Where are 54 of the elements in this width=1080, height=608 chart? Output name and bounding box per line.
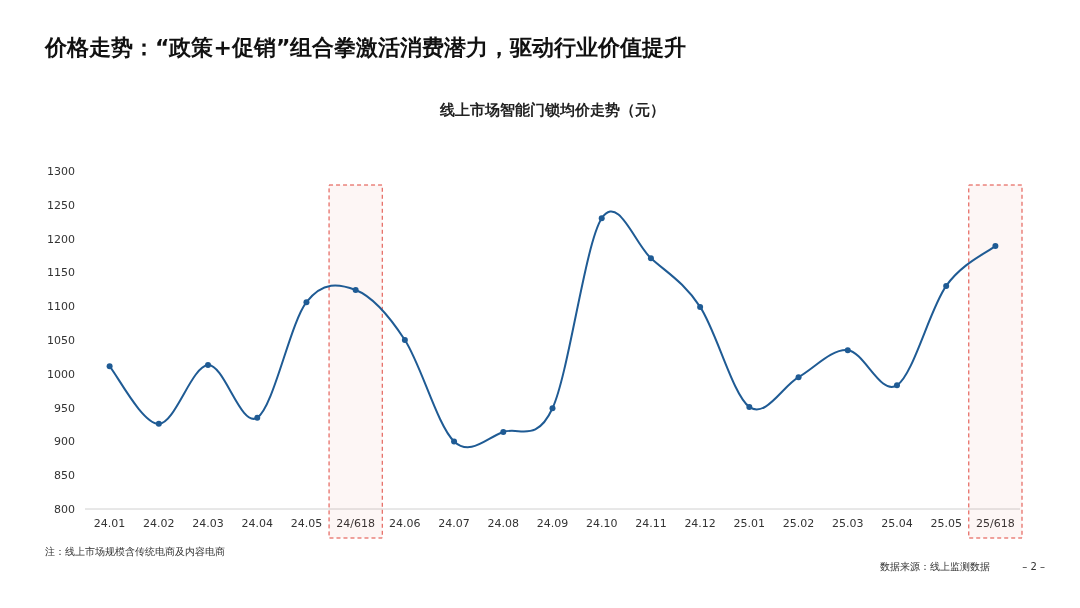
point: [500, 428, 507, 435]
x-tick-label: 24/618: [336, 517, 376, 530]
chart-subtitle: 线上市场智能门锁均价走势（元）: [439, 101, 665, 119]
x-tick-label: 25/618: [976, 517, 1015, 530]
x-tick-label: 25.05: [930, 517, 962, 530]
point: [106, 363, 113, 370]
x-tick-label: 25.04: [881, 517, 913, 530]
point: [893, 382, 900, 389]
source-note: 数据来源：线上监测数据: [880, 561, 990, 572]
y-tick-label: 1100: [47, 300, 75, 314]
x-tick-label: 24.04: [241, 517, 273, 530]
y-tick-label: 1150: [47, 266, 75, 280]
point: [943, 282, 950, 289]
x-tick-label: 24.07: [438, 517, 470, 530]
point: [598, 215, 605, 222]
y-tick-label: 1300: [47, 165, 75, 178]
x-tick-label: 24.10: [585, 517, 618, 530]
x-tick-label: 24.09: [536, 517, 569, 530]
point: [352, 286, 359, 293]
x-tick-label: 25.03: [832, 517, 864, 530]
point: [254, 414, 261, 421]
x-tick-label: 24.03: [192, 517, 224, 530]
x-tick-label: 24.02: [143, 517, 175, 530]
point: [205, 362, 212, 369]
y-tick-label: 1250: [47, 198, 75, 212]
y-tick-label: 850: [54, 469, 75, 483]
chart-title: 价格走势：“政策+促销”组合拳激活消费潜力，驱动行业价值提升: [44, 35, 687, 60]
y-tick-label: 1200: [47, 232, 75, 246]
point: [303, 299, 310, 306]
point: [155, 420, 162, 427]
point: [697, 303, 704, 310]
text: – 2 –: [1022, 561, 1045, 572]
text: 注：线上市场规模含传统电商及内容电商: [45, 546, 225, 557]
x-tick-label: 25.01: [733, 517, 766, 530]
point: [549, 405, 556, 412]
point: [451, 438, 458, 445]
point: [746, 403, 753, 410]
y-tick-label: 800: [54, 503, 75, 516]
point: [401, 337, 408, 343]
x-tick-label: 24.01: [93, 517, 126, 530]
y-tick-label: 950: [54, 401, 75, 415]
x-tick-label: 24.11: [635, 517, 667, 530]
x-tick-label: 24.08: [487, 517, 520, 530]
point: [647, 255, 654, 262]
x-tick-label: 24.06: [389, 517, 421, 530]
x-tick-label: 24.12: [684, 517, 716, 530]
point: [795, 374, 802, 381]
y-tick-label: 1050: [47, 334, 75, 347]
point: [992, 243, 999, 250]
y-tick-label: 900: [54, 435, 75, 449]
point: [844, 347, 851, 354]
y-tick-label: 1000: [47, 367, 75, 381]
x-tick-label: 25.02: [782, 517, 815, 530]
x-tick-label: 24.05: [290, 517, 323, 530]
